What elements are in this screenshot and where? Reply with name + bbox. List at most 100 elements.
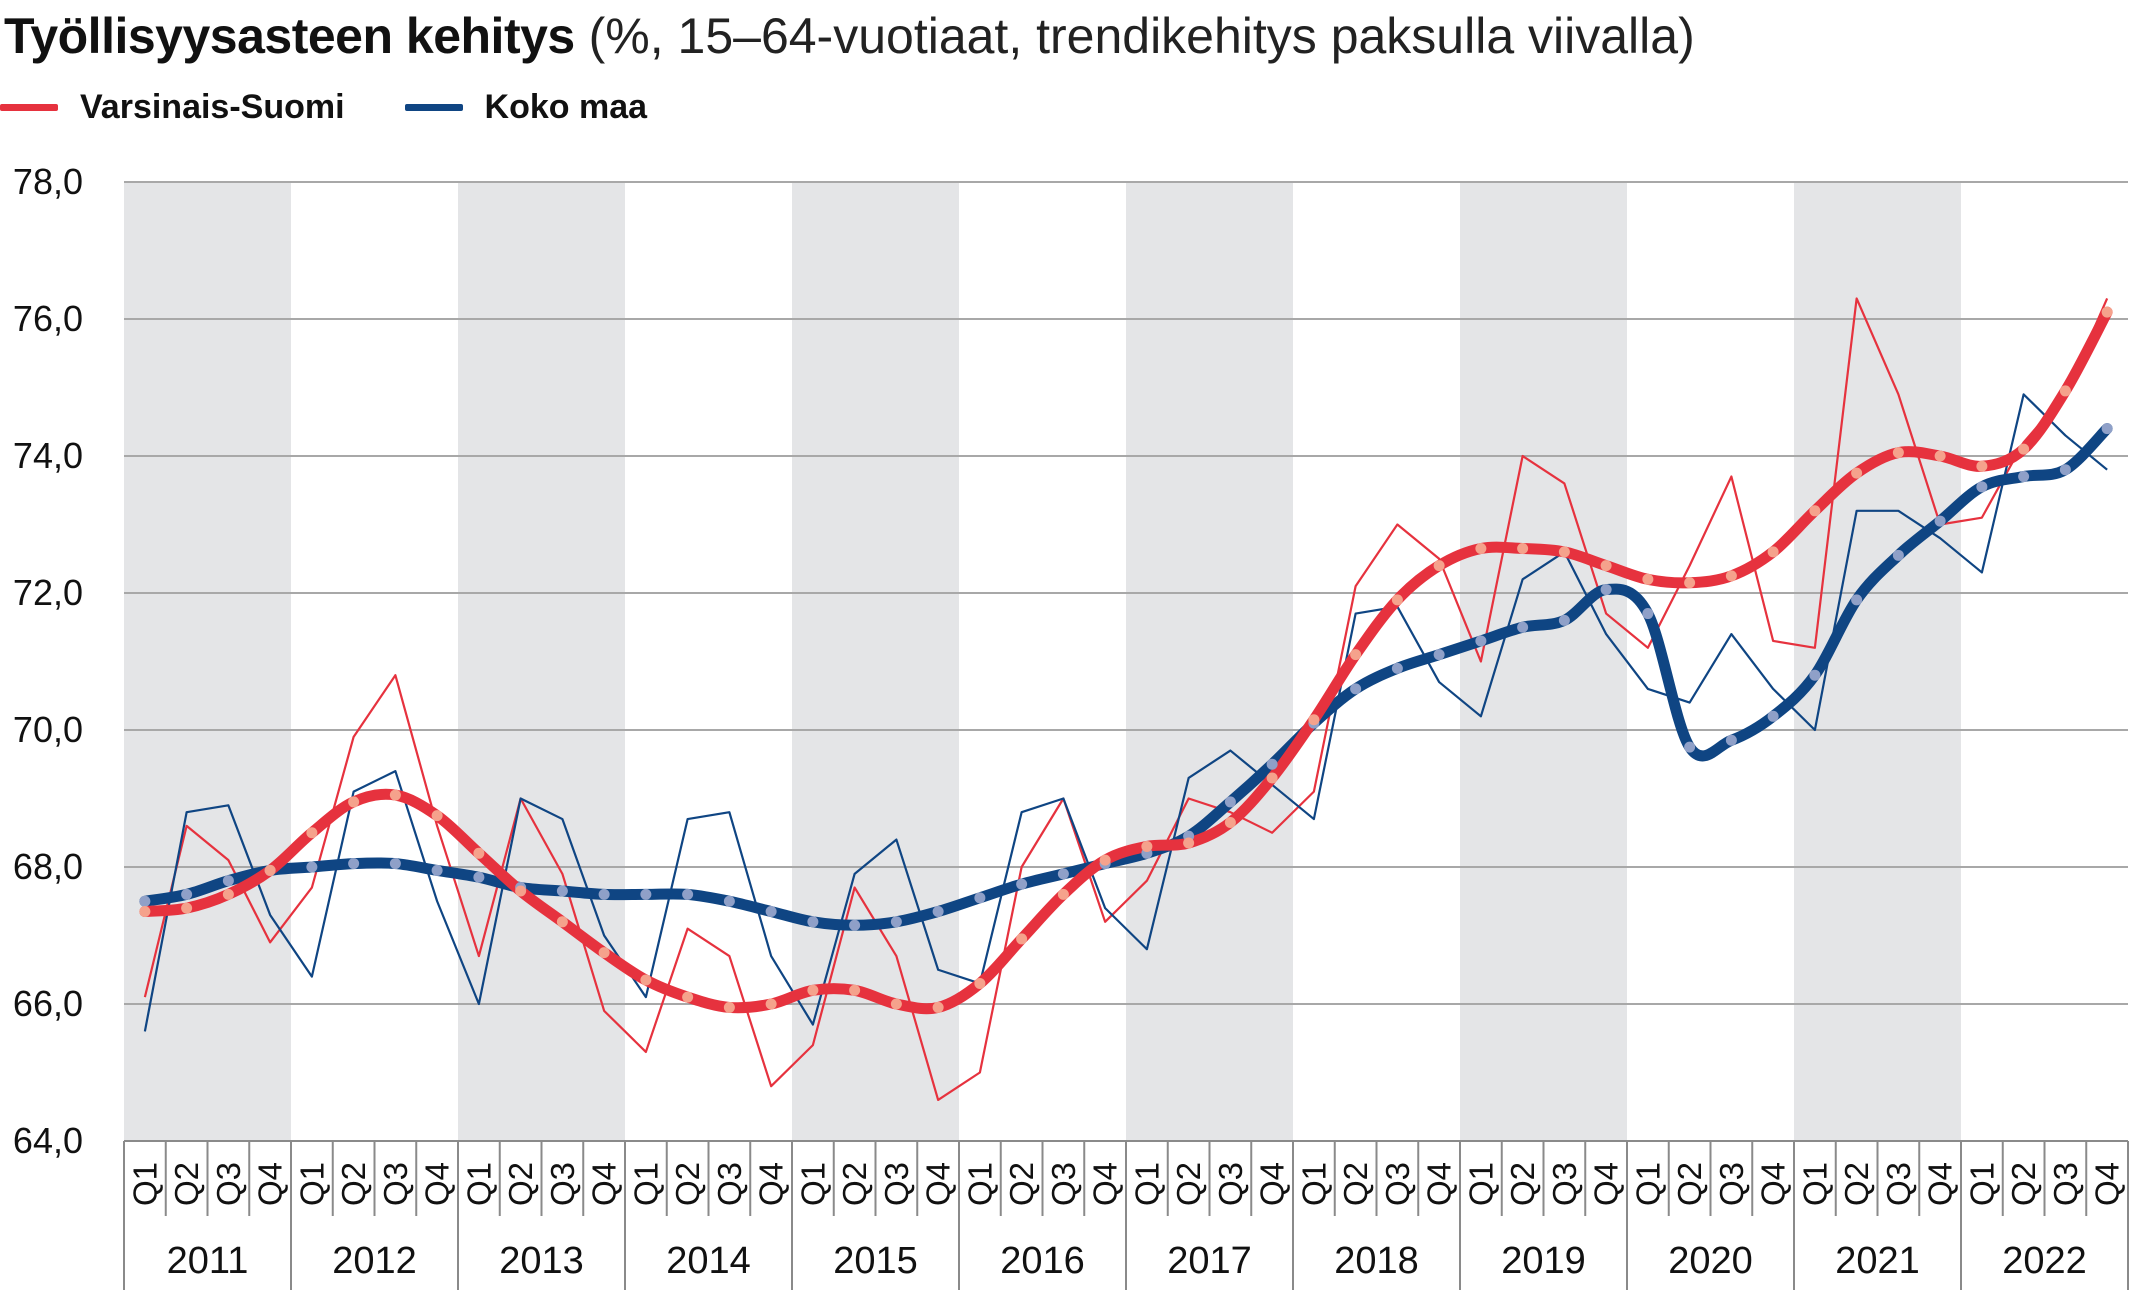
quarter-label: Q4 xyxy=(753,1162,790,1206)
quarter-label: Q2 xyxy=(1170,1162,1207,1206)
trend-point-koko-maa xyxy=(1391,662,1403,674)
quarter-label: Q4 xyxy=(586,1162,623,1206)
trend-point-koko-maa xyxy=(1684,741,1696,753)
trend-point-varsinais-suomi xyxy=(1892,447,1904,459)
trend-point-varsinais-suomi xyxy=(431,810,443,822)
trend-point-koko-maa xyxy=(1016,878,1028,890)
trend-point-koko-maa xyxy=(598,888,610,900)
trend-point-koko-maa xyxy=(1475,635,1487,647)
series-line-varsinais-suomi xyxy=(143,297,2109,1101)
quarter-label: Q3 xyxy=(210,1162,247,1206)
trend-point-koko-maa xyxy=(1976,481,1988,493)
chart-title-main: Työllisyysasteen kehitys xyxy=(4,8,575,64)
legend-item-koko-maa: Koko maa xyxy=(404,88,647,127)
quarter-label: Q1 xyxy=(794,1162,831,1206)
quarter-label: Q2 xyxy=(1337,1162,1374,1206)
trend-point-varsinais-suomi xyxy=(1183,837,1195,849)
quarter-label: Q4 xyxy=(1755,1162,1792,1206)
trend-point-koko-maa xyxy=(974,892,986,904)
quarter-label: Q2 xyxy=(168,1162,205,1206)
trend-point-varsinais-suomi xyxy=(2018,443,2030,455)
trend-point-koko-maa xyxy=(181,888,193,900)
trend-point-varsinais-suomi xyxy=(1433,560,1445,572)
quarter-label: Q3 xyxy=(1212,1162,1249,1206)
year-label-2011: 2011 xyxy=(167,1240,249,1282)
quarter-label: Q4 xyxy=(1254,1162,1291,1206)
trend-point-koko-maa xyxy=(1224,796,1236,808)
year-label-2014: 2014 xyxy=(666,1240,751,1282)
trend-point-koko-maa xyxy=(849,919,861,931)
quarter-label: Q2 xyxy=(1671,1162,1708,1206)
trend-point-varsinais-suomi xyxy=(473,847,485,859)
quarter-label: Q1 xyxy=(961,1162,998,1206)
y-tick-label: 76,0 xyxy=(13,298,83,339)
quarter-label: Q3 xyxy=(711,1162,748,1206)
trend-point-koko-maa xyxy=(348,858,360,870)
year-label-2018: 2018 xyxy=(1334,1240,1419,1282)
trend-point-varsinais-suomi xyxy=(765,998,777,1010)
year-label-2015: 2015 xyxy=(833,1240,918,1282)
quarter-label: Q1 xyxy=(293,1162,330,1206)
year-label-2022: 2022 xyxy=(2002,1240,2087,1282)
trend-point-koko-maa xyxy=(2018,471,2030,483)
trend-point-koko-maa xyxy=(1725,734,1737,746)
trend-point-koko-maa xyxy=(932,906,944,918)
chart-title: Työllisyysasteen kehitys (%, 15–64-vuoti… xyxy=(4,6,1695,66)
quarter-label: Q4 xyxy=(1588,1162,1625,1206)
quarter-label: Q3 xyxy=(1546,1162,1583,1206)
trend-point-varsinais-suomi xyxy=(1600,560,1612,572)
trend-point-varsinais-suomi xyxy=(1851,467,1863,479)
quarter-label: Q1 xyxy=(627,1162,664,1206)
trend-point-koko-maa xyxy=(431,864,443,876)
trend-point-varsinais-suomi xyxy=(1684,577,1696,589)
trend-point-varsinais-suomi xyxy=(222,888,234,900)
legend-swatch-red xyxy=(0,104,58,111)
trend-point-koko-maa xyxy=(1057,868,1069,880)
y-tick-label: 68,0 xyxy=(13,846,83,887)
quarter-label: Q2 xyxy=(502,1162,539,1206)
year-label-2016: 2016 xyxy=(1000,1240,1085,1282)
trend-point-varsinais-suomi xyxy=(1517,542,1529,554)
trend-point-koko-maa xyxy=(556,885,568,897)
trend-point-varsinais-suomi xyxy=(1308,714,1320,726)
trend-point-varsinais-suomi xyxy=(1057,888,1069,900)
quarter-label: Q1 xyxy=(1796,1162,1833,1206)
trend-point-koko-maa xyxy=(890,916,902,928)
quarter-label: Q3 xyxy=(377,1162,414,1206)
quarter-label: Q4 xyxy=(2089,1162,2126,1206)
trend-point-varsinais-suomi xyxy=(389,789,401,801)
trend-point-koko-maa xyxy=(1600,584,1612,596)
quarter-label: Q2 xyxy=(2005,1162,2042,1206)
y-tick-label: 78,0 xyxy=(13,161,83,202)
quarter-label: Q2 xyxy=(335,1162,372,1206)
trend-point-koko-maa xyxy=(807,916,819,928)
trend-point-koko-maa xyxy=(1934,515,1946,527)
legend-label-varsinais-suomi: Varsinais-Suomi xyxy=(80,88,345,126)
trend-point-koko-maa xyxy=(1350,683,1362,695)
quarter-label: Q3 xyxy=(2047,1162,2084,1206)
trend-point-varsinais-suomi xyxy=(682,991,694,1003)
trend-point-varsinais-suomi xyxy=(348,796,360,808)
chart-title-sub: (%, 15–64-vuotiaat, trendikehitys paksul… xyxy=(588,8,1695,64)
trend-point-koko-maa xyxy=(1809,669,1821,681)
trend-point-koko-maa xyxy=(640,888,652,900)
year-band-2013 xyxy=(458,182,625,1141)
trend-point-koko-maa xyxy=(473,871,485,883)
trend-point-koko-maa xyxy=(1517,621,1529,633)
year-label-2021: 2021 xyxy=(1835,1240,1920,1282)
quarter-label: Q1 xyxy=(1963,1162,2000,1206)
quarter-label: Q2 xyxy=(1838,1162,1875,1206)
quarter-label: Q1 xyxy=(1462,1162,1499,1206)
y-tick-label: 66,0 xyxy=(13,983,83,1024)
trend-point-koko-maa xyxy=(389,858,401,870)
year-label-2012: 2012 xyxy=(332,1240,417,1282)
quarter-label: Q2 xyxy=(836,1162,873,1206)
year-label-2020: 2020 xyxy=(1668,1240,1753,1282)
trend-point-koko-maa xyxy=(1851,594,1863,606)
trend-point-varsinais-suomi xyxy=(139,906,151,918)
quarter-label: Q2 xyxy=(669,1162,706,1206)
quarter-label: Q2 xyxy=(1003,1162,1040,1206)
trend-point-koko-maa xyxy=(2101,423,2113,435)
trend-point-varsinais-suomi xyxy=(974,977,986,989)
